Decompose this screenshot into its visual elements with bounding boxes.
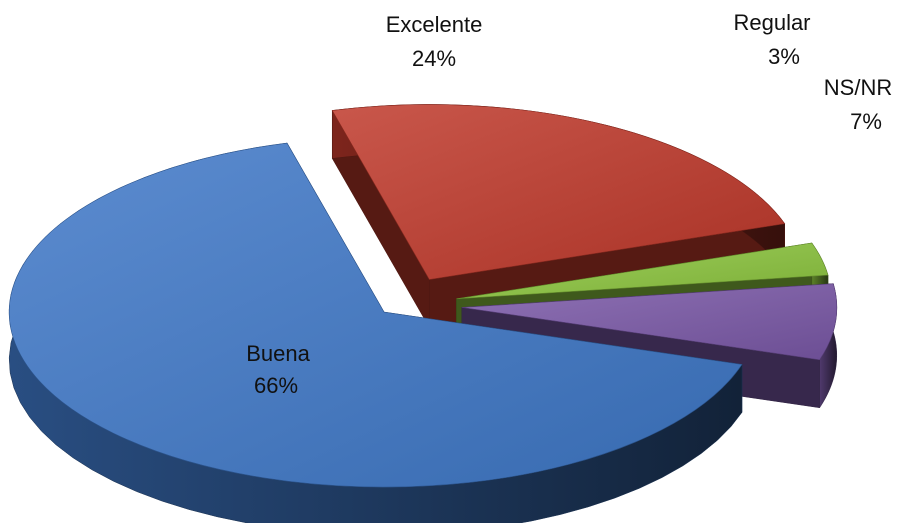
slice-label-buena: Buena (246, 341, 310, 366)
slice-value-excelente: 24% (412, 46, 456, 71)
slice-value-buena: 66% (254, 373, 298, 398)
slice-label-ns-nr: NS/NR (824, 75, 892, 100)
slice-value-ns-nr: 7% (850, 109, 882, 134)
slice-value-regular: 3% (768, 44, 800, 69)
slice-buena (8, 142, 743, 523)
slices-layer (8, 104, 838, 523)
labels-layer: Excelente 24% Regular 3% NS/NR 7% Buena 66% (246, 10, 892, 398)
slice-label-excelente: Excelente (386, 12, 483, 37)
slice-label-regular: Regular (733, 10, 810, 35)
